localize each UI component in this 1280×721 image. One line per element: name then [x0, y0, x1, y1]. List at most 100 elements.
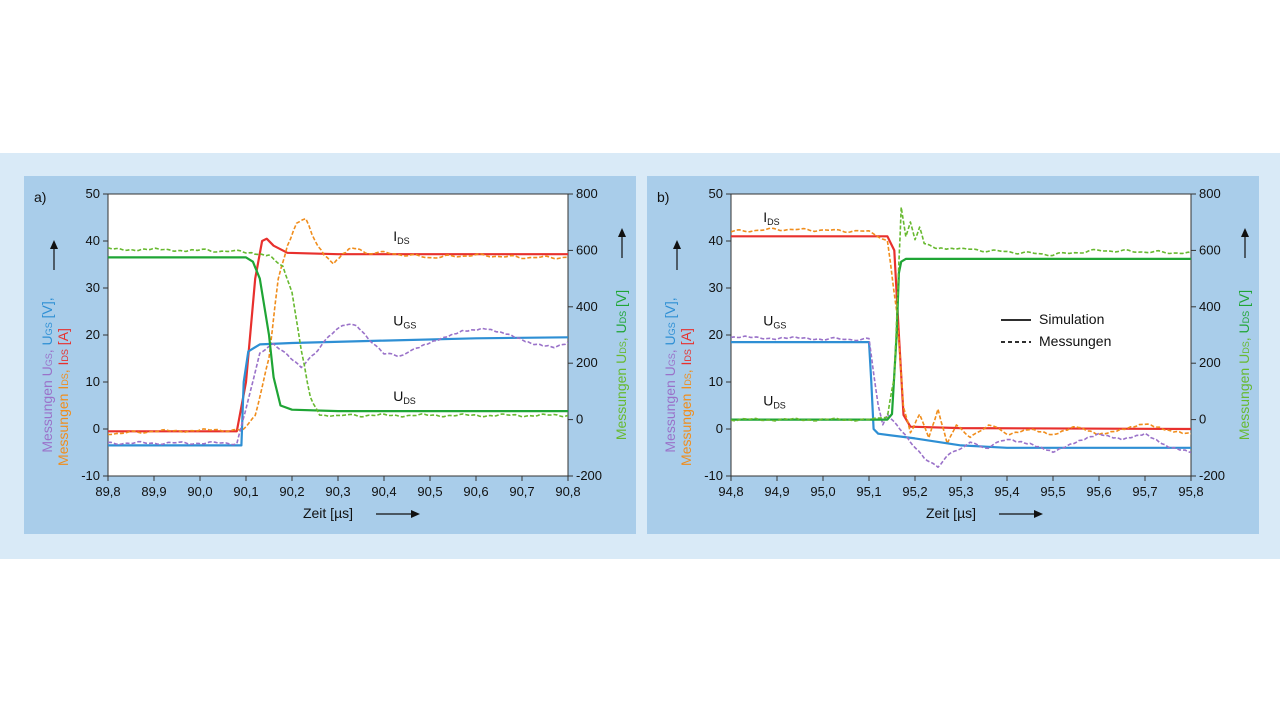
- y-right-tick-label: 200: [576, 355, 598, 370]
- x-tick-label: 90,8: [555, 484, 580, 499]
- y-left-tick-label: 30: [709, 280, 723, 295]
- y-left-tick-label: 0: [93, 421, 100, 436]
- axis-label-part: ,: [662, 345, 678, 353]
- series-line-simulation_ids-simulated: [108, 237, 568, 433]
- y-left-tick-label: -10: [704, 468, 723, 483]
- y-left-tick-label: 10: [86, 374, 100, 389]
- axis-label-part: U: [39, 335, 55, 345]
- series-line-measurement_uds-measured: [731, 206, 1191, 422]
- y-left-axis-label-line2: Messungen IDS, IDS [A]: [55, 328, 71, 466]
- x-axis-label: Zeit [µs]: [926, 505, 976, 521]
- y-left-tick-label: 50: [86, 186, 100, 201]
- x-tick-label: 90,0: [187, 484, 212, 499]
- annotation-subscript: DS: [403, 396, 416, 406]
- y-right-tick-label: 800: [1199, 186, 1221, 201]
- annotation-main: U: [393, 388, 403, 404]
- series-line-simulation_uds-simulated: [108, 256, 568, 413]
- y-left-tick-label: 20: [86, 327, 100, 342]
- axis-label-part: [V]: [1236, 290, 1252, 311]
- axis-label-part: Messungen I: [55, 386, 71, 466]
- x-tick-label: 90,6: [463, 484, 488, 499]
- chart-panel-b: b) 94,8 94,9 95,0 95,1 95,2 95,3 95,4 95,5 95,6 95…: [647, 176, 1259, 534]
- axis-label-part: ,: [613, 333, 629, 341]
- x-tick-label: 90,7: [509, 484, 534, 499]
- axis-label-part: DS: [1241, 341, 1251, 354]
- y-right-tick-label: 400: [576, 299, 598, 314]
- annotation-subscript: GS: [403, 321, 416, 331]
- x-tick-label: 89,9: [141, 484, 166, 499]
- x-axis-arrowhead: [1034, 510, 1043, 518]
- axis-label-part: DS: [683, 349, 693, 362]
- y-left-tick-label: 10: [709, 374, 723, 389]
- axis-label-part: [V],: [39, 297, 55, 322]
- annotation-subscript: DS: [767, 217, 780, 227]
- annotation-ugs: UGS: [393, 313, 416, 331]
- y-right-axis-label: Messungen UDS, UDS [V]: [613, 290, 629, 440]
- x-tick-label: 95,4: [994, 484, 1019, 499]
- y-left-axis-label-line1: Messungen UGS, UGS [V],: [39, 297, 55, 452]
- y-left-arrowhead: [673, 240, 681, 249]
- series-line-simulation_ugs-simulated: [731, 341, 1191, 449]
- annotation-uds: UDS: [763, 393, 786, 411]
- axis-label-part: DS: [1241, 311, 1251, 324]
- axis-label-part: GS: [667, 322, 677, 335]
- axis-label-part: Messungen U: [1236, 354, 1252, 440]
- y-right-arrowhead: [1241, 228, 1249, 237]
- y-left-axis-label-line2: Messungen IDS, IDS [A]: [678, 328, 694, 466]
- axis-label-part: DS: [618, 311, 628, 324]
- x-tick-label: 95,8: [1178, 484, 1203, 499]
- axis-label-part: GS: [44, 353, 54, 366]
- y-right-tick-label: 400: [1199, 299, 1221, 314]
- annotation-ids: IDS: [763, 209, 779, 227]
- series-line-measurement_ugs-measured: [731, 335, 1191, 468]
- x-tick-label: 90,5: [417, 484, 442, 499]
- x-tick-label: 94,8: [718, 484, 743, 499]
- x-tick-label: 94,9: [764, 484, 789, 499]
- y-left-tick-label: 30: [86, 280, 100, 295]
- y-right-tick-label: 0: [1199, 412, 1206, 427]
- y-right-tick-label: -200: [576, 468, 602, 483]
- panel-label: a): [34, 189, 46, 205]
- panel-label: b): [657, 189, 669, 205]
- legend-label: Simulation: [1039, 311, 1104, 327]
- series-line-measurement_uds-measured: [108, 246, 568, 418]
- axis-label-part: ,: [1236, 333, 1252, 341]
- axis-label-part: Messungen U: [613, 354, 629, 440]
- y-right-tick-label: 600: [576, 242, 598, 257]
- axis-label-part: GS: [667, 353, 677, 366]
- y-left-tick-label: 20: [709, 327, 723, 342]
- chart-panel-a: a) 89,8 89,9 90,0 90,1 90,2 90,3 90,4 90,5 90,6 90…: [24, 176, 636, 534]
- series-line-measurement_ids-measured: [731, 227, 1191, 445]
- axis-label-part: [V]: [613, 290, 629, 311]
- axis-label-part: ,: [678, 365, 694, 373]
- axis-label-part: DS: [683, 373, 693, 386]
- axis-label-part: [V],: [662, 297, 678, 322]
- x-tick-label: 90,2: [279, 484, 304, 499]
- axis-label-part: ,: [39, 345, 55, 353]
- y-left-tick-label: 40: [709, 233, 723, 248]
- axis-label-part: Messungen I: [678, 386, 694, 466]
- x-tick-label: 95,3: [948, 484, 973, 499]
- y-right-tick-label: 600: [1199, 242, 1221, 257]
- x-tick-label: 90,3: [325, 484, 350, 499]
- axis-label-part: U: [1236, 323, 1252, 333]
- annotation-subscript: DS: [397, 236, 410, 246]
- annotation-uds: UDS: [393, 388, 416, 406]
- annotation-main: U: [763, 313, 773, 329]
- axis-label-part: [A]: [678, 328, 694, 349]
- chart-b-svg: b) 94,8 94,9 95,0 95,1 95,2 95,3 95,4 95,5 95,6 95…: [657, 186, 1252, 521]
- axis-label-part: U: [613, 323, 629, 333]
- annotation-ugs: UGS: [763, 313, 786, 331]
- axis-label-part: ,: [55, 365, 71, 373]
- x-axis-arrowhead: [411, 510, 420, 518]
- annotation-main: I: [763, 209, 767, 225]
- annotation-ids: IDS: [393, 228, 409, 246]
- annotation-main: I: [393, 228, 397, 244]
- axis-label-part: GS: [44, 322, 54, 335]
- x-tick-label: 90,4: [371, 484, 396, 499]
- axis-label-part: DS: [618, 341, 628, 354]
- legend-label: Messungen: [1039, 333, 1111, 349]
- y-left-tick-label: 50: [709, 186, 723, 201]
- annotation-subscript: DS: [773, 401, 786, 411]
- series-line-measurement_ugs-measured: [108, 323, 568, 446]
